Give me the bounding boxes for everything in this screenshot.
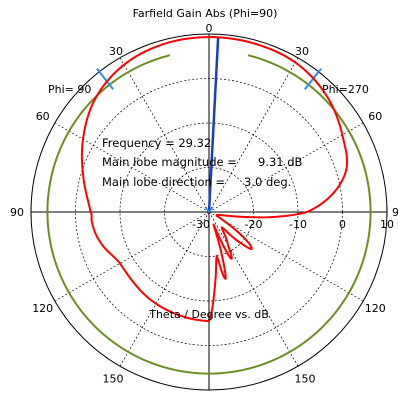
center-arrow-icon — [204, 206, 214, 214]
grid-spoke — [208, 57, 299, 213]
phi-label-left: Phi= 90 — [48, 83, 91, 96]
threshold-circle — [46, 54, 372, 375]
beamwidth-marker — [96, 67, 115, 91]
angle-label: 90 — [10, 206, 24, 219]
radial-tick-label: -30 — [192, 218, 210, 231]
angle-label: 60 — [36, 110, 50, 123]
radial-tick-label: -20 — [245, 218, 263, 231]
phi-label-right: Phi=270 — [322, 83, 369, 96]
grid-spoke — [208, 211, 364, 302]
grid-spoke — [208, 211, 299, 367]
angle-label: 90 — [392, 206, 398, 219]
grid-spoke — [54, 122, 210, 213]
angle-label: 120 — [365, 302, 386, 315]
gain-curve — [80, 36, 349, 323]
angle-label: 150 — [103, 372, 124, 385]
threshold-arc — [46, 54, 372, 375]
grid-spoke — [208, 122, 364, 213]
main-lobe-magnitude-value: 9.31 dB — [258, 155, 303, 169]
grid-spoke — [119, 57, 210, 213]
radial-tick-label: 10 — [380, 218, 394, 231]
main-lobe-direction-value: 3.0 deg. — [244, 175, 291, 189]
main-lobe-magnitude-label: Main lobe magnitude = — [102, 155, 237, 169]
angle-label: 150 — [295, 372, 316, 385]
grid-spoke — [119, 211, 210, 367]
grid-spoke — [54, 211, 210, 302]
frequency-label: Frequency = 29.32 — [102, 136, 211, 150]
angle-label: 60 — [368, 110, 382, 123]
angle-label: 0 — [206, 22, 213, 35]
radial-tick-label: -10 — [289, 218, 307, 231]
main-lobe-direction-label: Main lobe direction = — [102, 175, 225, 189]
angle-label: 30 — [109, 45, 123, 58]
radial-tick-labels: -30 -20 -10 0 10 — [192, 218, 394, 231]
radial-tick-label: 0 — [339, 218, 346, 231]
direction-markers — [96, 37, 322, 214]
angle-label: 120 — [32, 302, 53, 315]
gain-pattern — [80, 36, 349, 323]
main-lobe-marker — [207, 37, 220, 213]
x-axis-label: Theta / Degree vs. dB — [148, 308, 269, 321]
polar-grid — [30, 33, 388, 391]
angle-labels: 0306090120150180150120906030 — [10, 22, 398, 385]
chart-title: Farfield Gain Abs (Phi=90) — [133, 7, 278, 20]
angle-label: 30 — [295, 45, 309, 58]
